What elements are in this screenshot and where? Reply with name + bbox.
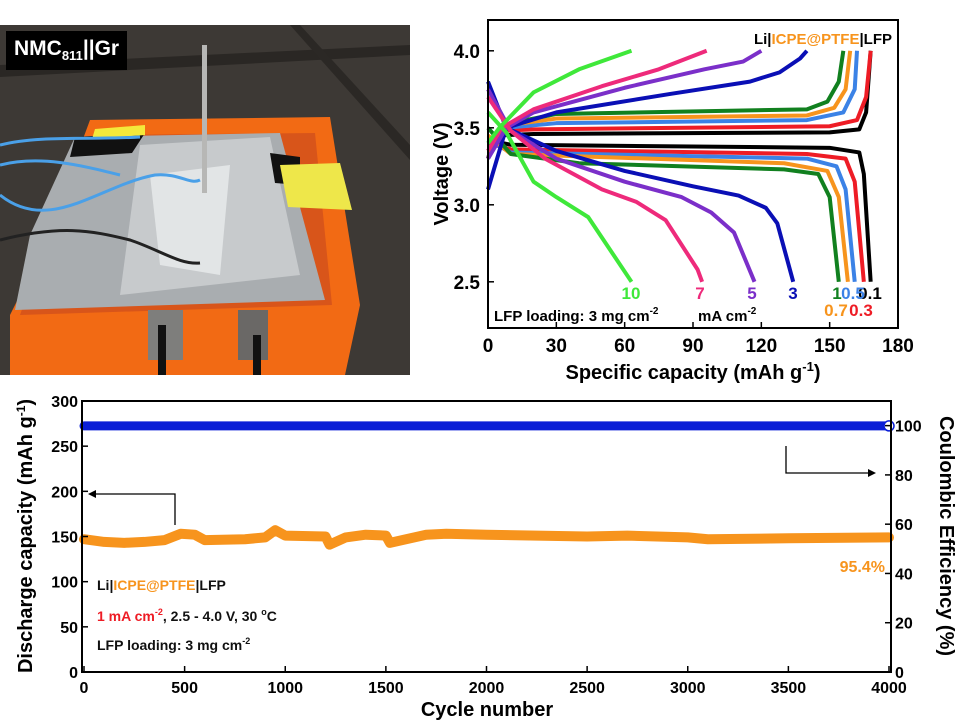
rate-labels: 0.10.30.50.71 3 5 7 10 — [622, 284, 882, 320]
x-tick-label: 180 — [882, 336, 914, 357]
rate-label-5: 5 — [747, 284, 756, 303]
y-axis-label-right: Coulombic Efficiency (%) — [935, 416, 957, 656]
x-axis-label: Specific capacity (mAh g-1) — [566, 359, 821, 384]
rate-label-1: 1 — [832, 284, 841, 303]
voltage-capacity-chart: 0 30 60 90 120 150 180 2.5 3.0 3.5 4.0 Voltage (V)… — [431, 19, 914, 384]
label-main: NMC — [14, 37, 62, 60]
rate-label-10: 10 — [622, 284, 641, 303]
label-tail: ||Gr — [82, 37, 120, 60]
y-tick-label-left: 150 — [51, 530, 78, 547]
rate-label-0.3: 0.3 — [849, 301, 873, 320]
curves — [486, 48, 873, 283]
x-tick-label: 0 — [483, 336, 494, 357]
x-axis-label: Cycle number — [421, 699, 553, 721]
curve-discharge-10 — [486, 111, 634, 283]
x-tick-label: 2000 — [469, 680, 505, 697]
plot-frame — [487, 19, 899, 329]
x-tick-label: 60 — [614, 336, 635, 357]
y-tick-label-left: 50 — [60, 620, 78, 637]
y-tick-label: 2.5 — [454, 273, 481, 294]
y-tick-label-left: 200 — [51, 484, 78, 501]
y-tick-label-right: 60 — [895, 517, 913, 534]
curve-charge-7 — [486, 48, 708, 152]
y-tick-label-right: 0 — [895, 665, 904, 682]
curve-discharge-7 — [486, 95, 704, 283]
loading-annotation: LFP loading: 3 mg cm-2 — [97, 636, 250, 653]
rate-label-0.7: 0.7 — [824, 301, 848, 320]
y-tick-label-right: 40 — [895, 566, 913, 583]
y-tick-label-right: 100 — [895, 419, 922, 436]
ticks: 0 500 1000 1500 2000 2500 3000 3500 400005010015… — [51, 394, 922, 697]
curve-discharge-3 — [486, 80, 796, 283]
rate-label-7: 7 — [695, 284, 704, 303]
x-tick-label: 1500 — [368, 680, 404, 697]
label-subscript: 811 — [61, 48, 83, 64]
legend-title: Li|ICPE@PTFE|LFP — [754, 31, 892, 48]
pouch-cell-photo: NMC811||Gr — [0, 25, 410, 375]
curve-discharge-1 — [486, 126, 841, 283]
y-tick-label: 3.5 — [454, 119, 481, 140]
rate-label-0.5: 0.5 — [841, 284, 865, 303]
pouch-cell-image — [0, 25, 410, 375]
cell-type-label: NMC811||Gr — [6, 31, 128, 71]
y-tick-label-left: 100 — [51, 575, 78, 592]
x-tick-label: 150 — [814, 336, 846, 357]
y-tick-label-right: 80 — [895, 468, 913, 485]
x-tick-label: 3500 — [771, 680, 807, 697]
y-tick-label: 4.0 — [454, 42, 480, 63]
retention-label: 95.4% — [840, 559, 885, 576]
left-axis-arrow — [96, 493, 176, 525]
x-tick-label: 0 — [80, 680, 89, 697]
x-tick-label: 2500 — [569, 680, 605, 697]
loading-annotation: LFP loading: 3 mg cm-2 — [494, 306, 659, 325]
y-axis-label: Voltage (V) — [431, 123, 453, 226]
cycling-chart: 0 500 1000 1500 2000 2500 3000 3500 400005010015… — [14, 394, 957, 721]
right-arrowhead — [868, 469, 876, 477]
x-tick-label: 120 — [745, 336, 777, 357]
cell-annotation: Li|ICPE@PTFE|LFP — [97, 577, 226, 593]
y-tick-label-left: 0 — [69, 665, 78, 682]
curve-discharge-0.1 — [487, 138, 873, 282]
x-tick-label: 3000 — [670, 680, 706, 697]
rate-annotation: 1 mA cm-2, 2.5 - 4.0 V, 30 oC — [97, 607, 277, 624]
x-tick-label: 1000 — [267, 680, 303, 697]
y-tick-label: 3.0 — [454, 196, 480, 217]
curve-discharge-0.3 — [487, 141, 866, 282]
y-axis-label-left: Discharge capacity (mAh g-1) — [14, 399, 37, 673]
curve-charge-10 — [486, 48, 633, 145]
right-axis-arrow — [785, 446, 868, 474]
discharge-capacity-series — [79, 525, 894, 550]
rate-label-3: 3 — [788, 284, 797, 303]
x-tick-label: 500 — [171, 680, 198, 697]
ticks: 0 30 60 90 120 150 180 2.5 3.0 3.5 4.0 — [454, 42, 914, 357]
y-tick-label-left: 250 — [51, 439, 78, 456]
x-tick-label: 30 — [546, 336, 567, 357]
left-arrowhead — [88, 490, 96, 498]
series — [79, 420, 895, 550]
y-tick-label-left: 300 — [51, 394, 78, 411]
rate-label-0.1: 0.1 — [858, 284, 882, 303]
y-tick-label-right: 20 — [895, 616, 913, 633]
x-tick-label: 4000 — [871, 680, 907, 697]
curve-charge-5 — [486, 49, 763, 160]
unit-annotation: mA cm-2 — [698, 306, 757, 325]
x-tick-label: 90 — [682, 336, 703, 357]
